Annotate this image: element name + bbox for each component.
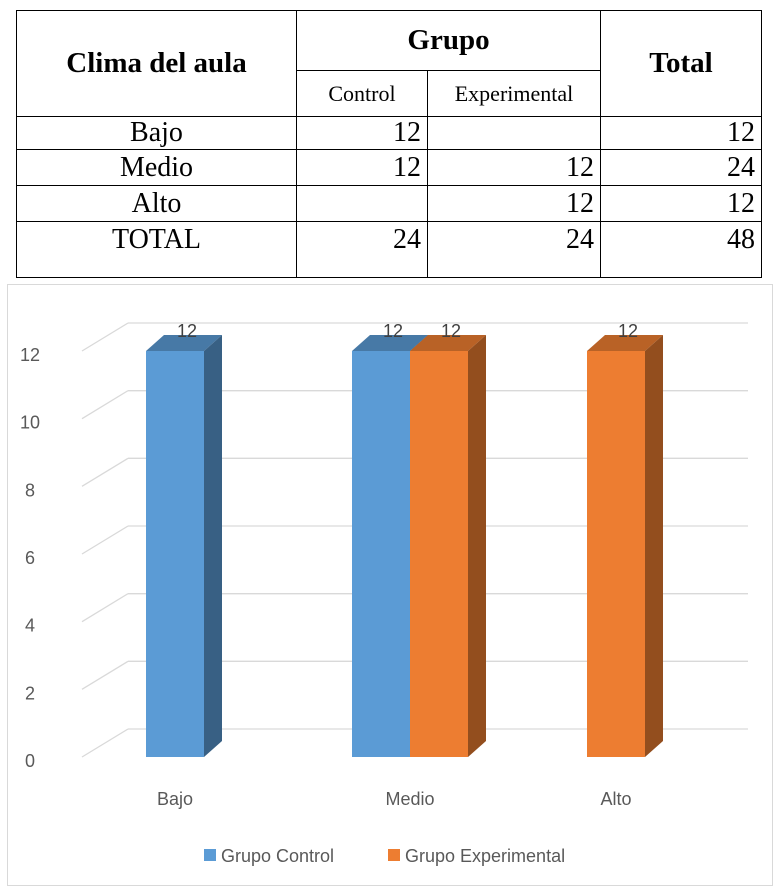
cell-experimental: 12 [427,185,601,222]
row-label: Medio [16,149,297,186]
legend-swatch [388,849,400,861]
cell-control: 12 [296,149,428,186]
row-label: Alto [16,185,297,222]
cell-control [296,185,428,222]
gridline-diagonal [81,390,129,420]
bar-chart: 0 2 4 6 8 10 12 12 Bajo 12 12 Medio 12 Alto Grupo Cont… [20,321,748,866]
y-tick-label: 12 [20,345,40,365]
data-label: 12 [441,321,461,341]
y-tick-label: 6 [25,548,35,568]
cell-total: 12 [600,185,762,222]
cell-experimental: 12 [427,149,601,186]
bar [352,351,410,757]
y-tick-label: 10 [20,413,40,433]
y-tick-label: 2 [25,683,35,703]
table-row: Alto 12 12 [16,185,762,222]
subheader-control: Control [296,70,428,117]
bar-top [587,335,663,351]
y-tick-label: 4 [25,616,35,636]
data-label: 12 [383,321,403,341]
gridline-diagonal [81,457,129,487]
cell-total: 48 [600,221,762,278]
bar [146,351,204,757]
gridline-diagonal [81,728,129,758]
row-label: TOTAL [16,221,297,278]
bar-top [410,335,486,351]
table-row: TOTAL 24 24 48 [16,221,762,278]
bar-top [352,335,428,351]
cell-experimental: 24 [427,221,601,278]
subheader-experimental: Experimental [427,70,601,117]
x-tick-label: Bajo [157,789,193,809]
cell-control: 24 [296,221,428,278]
data-label: 12 [618,321,638,341]
y-tick-label: 0 [25,751,35,771]
gridline-diagonal [81,660,129,690]
cell-total: 24 [600,149,762,186]
cell-total: 12 [600,116,762,150]
row-header: Clima del aula [16,10,297,117]
total-header: Total [600,10,762,117]
x-tick-label: Alto [600,789,631,809]
cell-control: 12 [296,116,428,150]
row-label: Bajo [16,116,297,150]
cell-experimental [427,116,601,150]
table-row: Medio 12 12 24 [16,149,762,186]
bar-top [146,335,222,351]
bar-side [645,335,663,757]
legend-swatch [204,849,216,861]
x-tick-label: Medio [385,789,434,809]
bar [587,351,645,757]
results-table: Clima del aula Grupo Total Control Exper… [16,10,762,278]
bar-side [204,335,222,757]
gridline-diagonal [81,593,129,623]
legend-label: Grupo Control [221,846,334,866]
group-header: Grupo [296,10,601,71]
gridline-diagonal [81,322,129,352]
bar-side [468,335,486,757]
bar [410,351,468,757]
y-tick-label: 8 [25,480,35,500]
chart-container: 0 2 4 6 8 10 12 12 Bajo 12 12 Medio 12 Alto Grupo Cont… [7,284,773,886]
data-label: 12 [177,321,197,341]
table-row: Bajo 12 12 [16,116,762,150]
legend-label: Grupo Experimental [405,846,565,866]
gridline-diagonal [81,525,129,555]
